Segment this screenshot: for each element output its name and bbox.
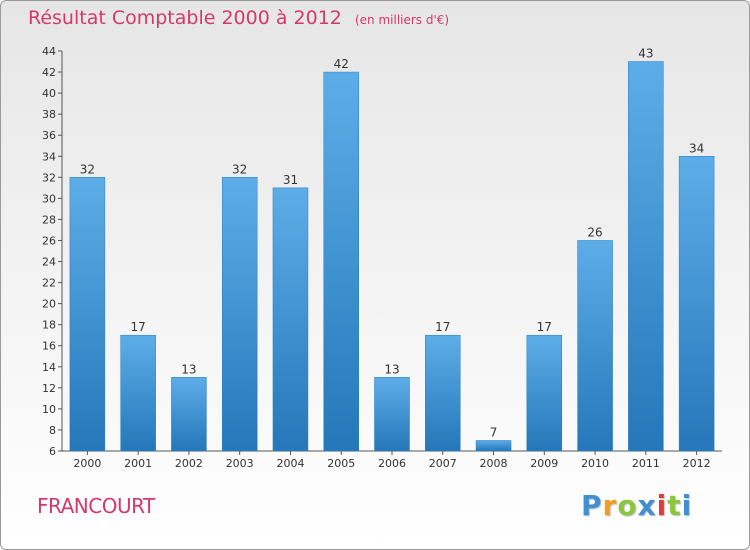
bar	[171, 377, 207, 452]
x-tick-label: 2008	[480, 457, 508, 470]
bar	[678, 156, 715, 452]
bar	[628, 61, 664, 452]
chart-title-main: Résultat Comptable 2000 à 2012	[28, 7, 342, 29]
data-label: 17	[435, 320, 450, 334]
bar	[221, 177, 258, 452]
data-label: 43	[638, 47, 653, 61]
data-label: 13	[181, 362, 196, 376]
data-label: 26	[587, 225, 602, 239]
y-tick-label: 32	[42, 171, 56, 184]
y-tick-label: 8	[49, 424, 56, 437]
y-tick-label: 34	[42, 150, 56, 163]
y-tick-label: 40	[42, 87, 56, 100]
data-label: 13	[384, 362, 399, 376]
logo-letter: t	[667, 489, 682, 522]
x-tick-label: 2004	[276, 457, 304, 470]
y-tick-label: 6	[49, 445, 56, 458]
y-tick-label: 20	[42, 298, 56, 311]
logo-letter: i	[656, 489, 668, 522]
data-label: 17	[131, 320, 146, 334]
bar	[475, 440, 512, 452]
x-tick-label: 2003	[226, 457, 254, 470]
data-label: 32	[80, 162, 95, 176]
data-label: 32	[232, 162, 247, 176]
bar	[69, 177, 106, 452]
bar	[425, 334, 461, 452]
chart-title: Résultat Comptable 2000 à 2012 (en milli…	[28, 7, 449, 29]
data-label: 31	[283, 173, 298, 187]
chart-title-unit: (en milliers d'€)	[354, 13, 450, 27]
bar	[272, 187, 309, 452]
y-tick-label: 16	[42, 340, 56, 353]
y-tick-label: 36	[42, 129, 56, 142]
bar	[120, 334, 156, 452]
y-tick-label: 22	[42, 277, 56, 290]
data-label: 42	[334, 57, 349, 71]
commune-name: FRANCOURT	[37, 494, 155, 518]
logo-letter: x	[637, 489, 657, 522]
x-tick-label: 2002	[175, 457, 203, 470]
y-tick-label: 14	[42, 361, 56, 374]
y-tick-label: 26	[42, 234, 56, 247]
x-tick-label: 2012	[683, 457, 711, 470]
y-tick-label: 10	[42, 403, 56, 416]
logo-letter: r	[602, 489, 618, 522]
proxiti-logo: Proxiti	[581, 489, 692, 522]
bar	[323, 71, 359, 452]
bar	[374, 377, 410, 452]
y-tick-label: 18	[42, 319, 56, 332]
x-tick-label: 2011	[632, 457, 660, 470]
x-tick-label: 2007	[429, 457, 457, 470]
x-tick-label: 2005	[327, 457, 355, 470]
y-tick-label: 44	[42, 45, 56, 58]
bar	[526, 334, 563, 452]
data-label: 17	[537, 320, 552, 334]
logo-letter: i	[681, 489, 693, 522]
x-tick-label: 2006	[378, 457, 406, 470]
data-label: 34	[689, 141, 704, 155]
logo-letter: P	[581, 489, 603, 522]
bar	[577, 240, 613, 452]
y-tick-label: 28	[42, 213, 56, 226]
x-tick-label: 2010	[581, 457, 609, 470]
x-tick-label: 2001	[124, 457, 152, 470]
y-tick-label: 42	[42, 66, 56, 79]
y-tick-label: 24	[42, 256, 56, 269]
y-tick-label: 30	[42, 192, 56, 205]
x-tick-label: 2000	[73, 457, 101, 470]
data-label: 7	[490, 425, 498, 439]
logo-letter: o	[617, 489, 638, 522]
y-tick-label: 12	[42, 382, 56, 395]
y-tick-label: 38	[42, 108, 56, 121]
x-tick-label: 2009	[530, 457, 558, 470]
